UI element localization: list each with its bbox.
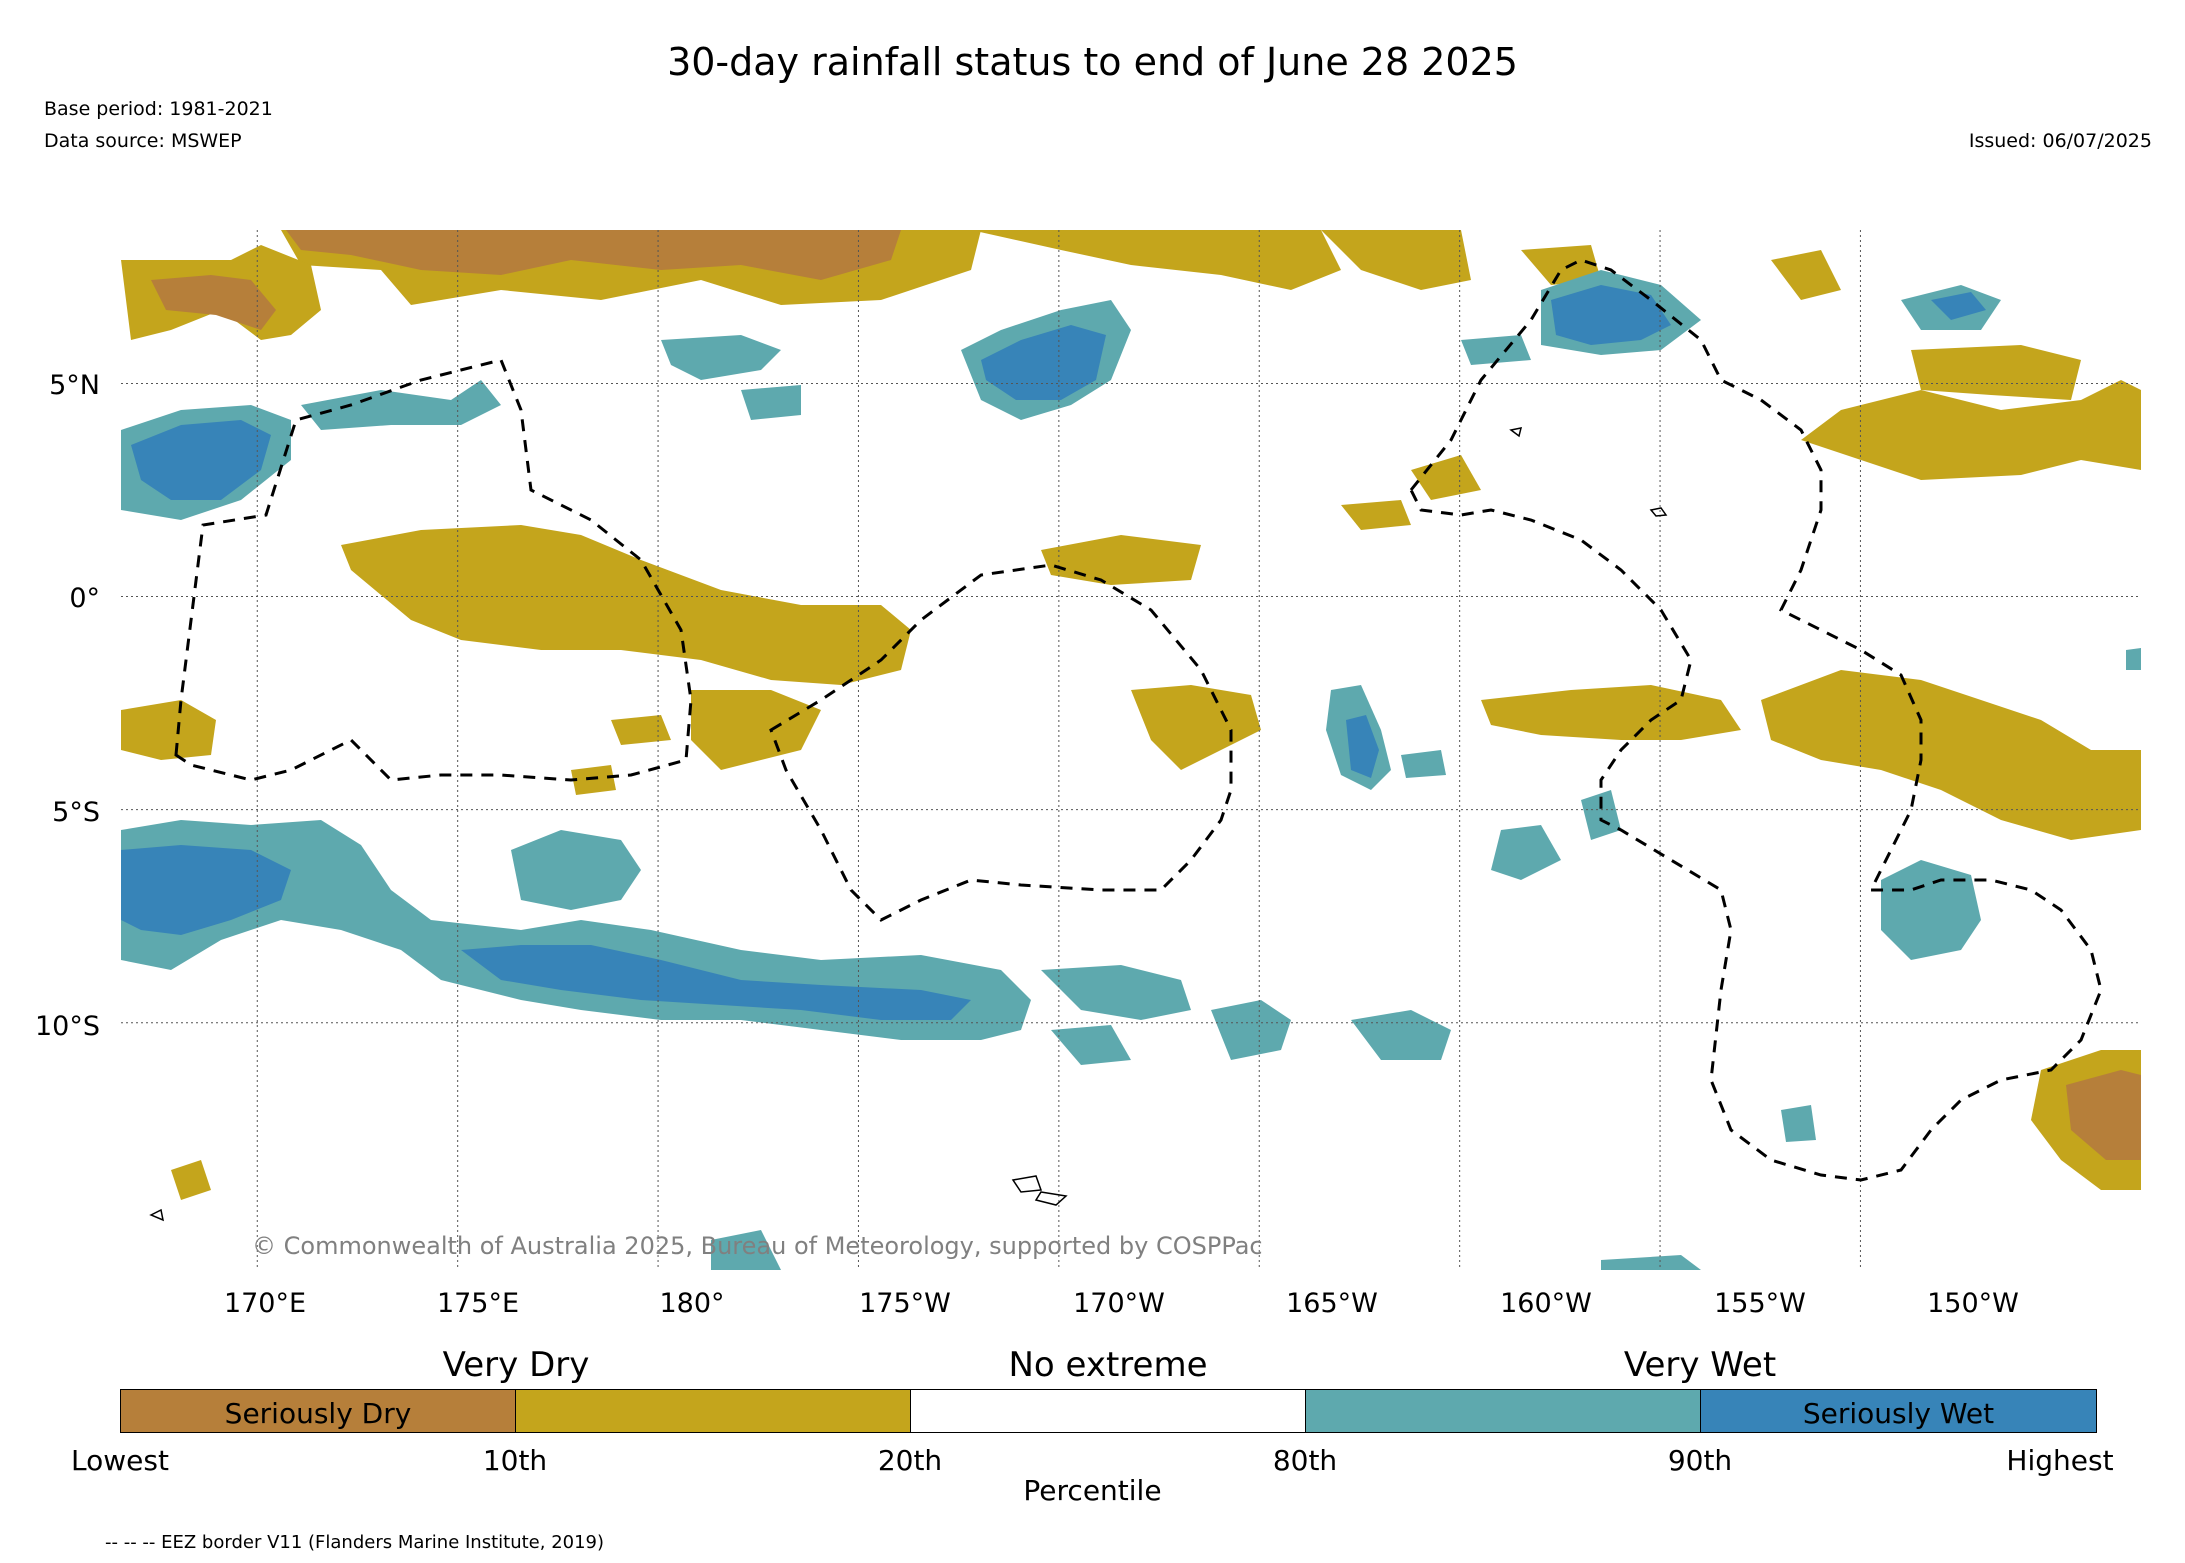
legend-axis-label: Percentile [1023, 1474, 1162, 1507]
legend-swatch-seriously-dry: Seriously Dry [120, 1389, 516, 1433]
legend-swatch-label: Seriously Dry [224, 1397, 412, 1430]
eez-borders [174, 258, 2103, 1182]
wet-region [661, 335, 781, 380]
legend-colorbar: Seriously Dry Seriously Wet [120, 1389, 2097, 1435]
wet-region [741, 385, 801, 420]
wet-region [1581, 790, 1621, 840]
wet-region [511, 830, 641, 910]
seriously-wet-region [981, 325, 1106, 400]
lon-label-170e: 170°E [223, 1288, 307, 1319]
island-outlines [149, 427, 1668, 1222]
dry-region [171, 1160, 211, 1200]
wet-region [1051, 1025, 1131, 1065]
dry-region [1761, 670, 2141, 840]
lon-label-165w: 165°W [1286, 1288, 1378, 1319]
legend-group-very-dry: Very Dry [442, 1345, 590, 1385]
dry-region [1321, 230, 1471, 290]
wet-region [711, 1230, 781, 1270]
wet-region [1491, 825, 1561, 880]
base-period: Base period: 1981-2021 [44, 98, 273, 120]
wet-region [1211, 1000, 1291, 1060]
lon-label-175e: 175°E [436, 1288, 520, 1319]
lat-label-5s: 5°S [52, 797, 100, 828]
legend-group-no-extreme: No extreme [1008, 1345, 1208, 1385]
wet-region [1881, 860, 1981, 960]
seriously-wet-region [121, 845, 291, 935]
dry-region [611, 715, 671, 745]
dry-region [1481, 685, 1741, 740]
dry-region [1801, 380, 2141, 480]
dry-region [1411, 455, 1481, 500]
legend-tick-lowest: Lowest [71, 1444, 169, 1477]
legend-swatch-normal [910, 1389, 1306, 1433]
lon-label-170w: 170°W [1073, 1288, 1165, 1319]
lon-label-175w: 175°W [859, 1288, 951, 1319]
dry-region [341, 525, 911, 685]
issued-date: Issued: 06/07/2025 [1968, 130, 2152, 152]
dry-region [121, 700, 216, 760]
lat-label-5n: 5°N [49, 370, 100, 401]
wet-region [1601, 1255, 1701, 1270]
dry-region [1771, 250, 1841, 300]
lat-label-10s: 10°S [35, 1011, 100, 1042]
wet-region [1351, 1010, 1451, 1060]
lon-label-150w: 150°W [1927, 1288, 2019, 1319]
dry-region [571, 765, 616, 795]
dry-region [1131, 685, 1261, 770]
legend-swatch-seriously-wet: Seriously Wet [1700, 1389, 2097, 1433]
dry-region [1911, 345, 2081, 400]
rainfall-map [121, 230, 2141, 1270]
page-title: 30-day rainfall status to end of June 28… [667, 40, 1518, 84]
wet-region [2126, 648, 2141, 670]
legend-group-very-wet: Very Wet [1623, 1345, 1777, 1385]
lon-label-155w: 155°W [1714, 1288, 1806, 1319]
legend-swatch-label: Seriously Wet [1802, 1397, 1995, 1430]
seriously-wet-region [1551, 285, 1671, 345]
seriously-wet-region [1346, 715, 1379, 778]
legend-tick-80th: 80th [1272, 1444, 1338, 1477]
legend-tick-10th: 10th [482, 1444, 548, 1477]
graticule [121, 230, 2141, 1270]
wet-region [1401, 750, 1446, 778]
legend-tick-90th: 90th [1667, 1444, 1733, 1477]
wet-region [1041, 965, 1191, 1020]
dry-region [1041, 535, 1201, 585]
legend-swatch-wet [1305, 1389, 1701, 1433]
dry-region [1521, 245, 1601, 285]
wet-region [1461, 335, 1531, 365]
legend-tick-20th: 20th [877, 1444, 943, 1477]
dry-region [1341, 500, 1411, 530]
dry-region [971, 230, 1341, 290]
copyright-notice: © Commonwealth of Australia 2025, Bureau… [252, 1232, 1263, 1260]
legend-swatch-dry [515, 1389, 911, 1433]
wet-region [1781, 1105, 1816, 1142]
data-source: Data source: MSWEP [44, 130, 242, 152]
lat-label-0: 0° [69, 583, 100, 614]
seriously-dry-region [2066, 1070, 2141, 1160]
legend-tick-highest: Highest [2006, 1444, 2114, 1477]
eez-note: -- -- -- EEZ border V11 (Flanders Marine… [105, 1532, 605, 1553]
seriously-wet-region [461, 945, 971, 1020]
seriously-wet-region [131, 420, 271, 500]
lon-label-160w: 160°W [1500, 1288, 1592, 1319]
wet-region [301, 380, 501, 430]
seriously-wet-region [1931, 292, 1986, 320]
seriously-dry-region [286, 230, 901, 280]
lon-label-180: 180° [659, 1288, 725, 1319]
seriously-dry-region [151, 275, 276, 330]
dry-region [691, 690, 821, 770]
rainfall-fields [121, 230, 2141, 1270]
